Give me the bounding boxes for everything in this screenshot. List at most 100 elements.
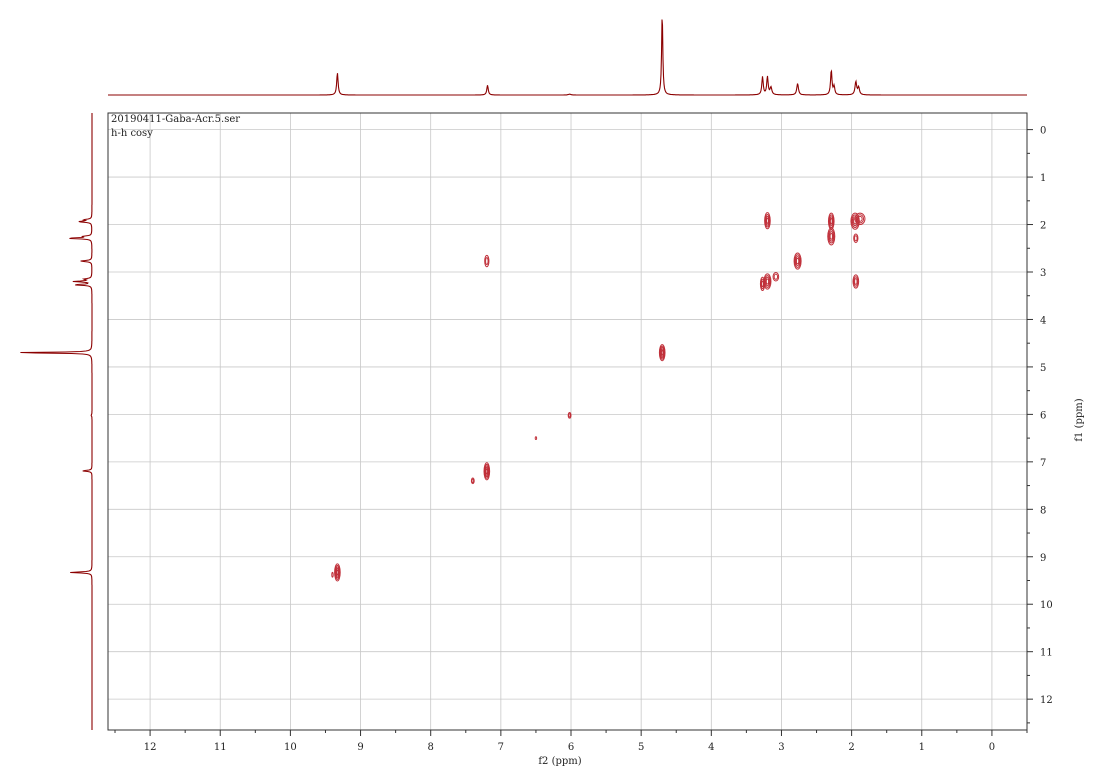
contour-level xyxy=(764,213,771,228)
plot-grid xyxy=(108,113,1027,730)
y-tick-label-2: 2 xyxy=(1040,221,1046,232)
contour-level xyxy=(772,271,780,282)
contour-level xyxy=(658,344,666,362)
contour-level xyxy=(484,465,490,478)
contour-level xyxy=(484,463,490,479)
contour-level xyxy=(485,257,489,265)
f1-projection-trace xyxy=(20,113,93,730)
contour-level xyxy=(829,233,833,240)
cross-peak-7.4-7.4 xyxy=(470,477,475,485)
cross-peak-3.2-1.92 xyxy=(764,212,771,230)
x-tick-label-7: 7 xyxy=(498,742,504,753)
contour-level xyxy=(660,348,664,357)
x-tick-label-3: 3 xyxy=(778,742,784,753)
contour-level xyxy=(773,273,779,280)
cross-peak-2.29-1.93 xyxy=(827,212,835,230)
contour-level xyxy=(854,212,866,226)
contour-level xyxy=(764,276,770,287)
contour-level xyxy=(853,276,859,287)
contour-level xyxy=(795,256,801,267)
x-tick-label-1: 1 xyxy=(919,742,925,753)
cross-peak-6.5-6.5 xyxy=(534,436,538,441)
contour-level xyxy=(568,413,571,418)
contour-level xyxy=(485,468,489,475)
contour-level xyxy=(483,462,491,481)
contour-level xyxy=(471,478,475,484)
x-tick-label-11: 11 xyxy=(214,742,227,753)
contour-level xyxy=(765,215,770,226)
experiment-filename: 20190411-Gaba-Acr.5.ser xyxy=(111,114,240,125)
x-tick-label-8: 8 xyxy=(428,742,434,753)
x-tick-label-10: 10 xyxy=(284,742,297,753)
y-tick-label-7: 7 xyxy=(1040,458,1046,469)
y-tick-label-3: 3 xyxy=(1040,268,1046,279)
cross-peak-2.29-2.25 xyxy=(827,227,836,246)
x-tick-label-6: 6 xyxy=(568,742,574,753)
y-tick-label-11: 11 xyxy=(1040,648,1053,659)
contour-level xyxy=(335,568,340,577)
cross-peak-9.33-9.33 xyxy=(334,563,341,582)
contour-level xyxy=(854,235,858,242)
x-tick-label-4: 4 xyxy=(708,742,714,753)
y-tick-label-5: 5 xyxy=(1040,363,1046,374)
cross-peak-4.7-4.7 xyxy=(658,344,666,362)
contour-level xyxy=(334,563,341,582)
contour-level xyxy=(485,466,489,476)
contour-level xyxy=(857,215,863,222)
contour-level xyxy=(336,569,339,576)
contour-level xyxy=(853,233,859,244)
cross-peak-2.77-2.77 xyxy=(793,252,802,270)
x-axis-title: f2 (ppm) xyxy=(538,756,581,767)
contour-level xyxy=(793,252,802,270)
contour-level xyxy=(659,345,666,360)
y-tick-label-0: 0 xyxy=(1040,126,1046,137)
contour-level xyxy=(484,254,490,268)
cross-peak-9.4-9.38 xyxy=(331,571,334,578)
cross-peak-3.08-3.1 xyxy=(772,271,780,282)
cross-peak-contours xyxy=(331,212,866,582)
f2-projection-spectrum xyxy=(108,19,1027,96)
cross-peak-6.02-6.02 xyxy=(567,411,572,419)
x-tick-label-2: 2 xyxy=(848,742,854,753)
cross-peak-1.88-1.88 xyxy=(854,212,866,226)
y-tick-label-8: 8 xyxy=(1040,505,1046,516)
y-axis-title: f1 (ppm) xyxy=(1074,398,1085,441)
contour-level xyxy=(765,278,770,285)
cross-peak-3.2-3.2 xyxy=(763,273,772,290)
y-tick-label-6: 6 xyxy=(1040,410,1046,421)
contour-level xyxy=(534,436,538,441)
plot-frame xyxy=(107,112,1028,731)
contour-level xyxy=(829,216,834,227)
contour-level xyxy=(763,273,772,290)
contour-level xyxy=(470,477,475,485)
contour-level xyxy=(761,280,764,288)
experiment-type: h-h cosy xyxy=(111,128,153,139)
x-tick-label-0: 0 xyxy=(989,742,995,753)
contour-level xyxy=(828,229,835,244)
y-tick-label-9: 9 xyxy=(1040,553,1046,564)
contour-level xyxy=(856,214,865,224)
f2-projection-trace xyxy=(108,19,1027,96)
contour-level xyxy=(854,278,858,285)
contour-level xyxy=(659,347,665,359)
y-tick-label-4: 4 xyxy=(1040,315,1046,326)
contour-level xyxy=(567,411,572,419)
y-tick-label-1: 1 xyxy=(1040,173,1046,184)
contour-level xyxy=(334,564,341,580)
contour-level xyxy=(331,571,334,578)
contour-level xyxy=(829,218,833,225)
x-tick-label-5: 5 xyxy=(638,742,644,753)
cross-peak-7.2-2.77 xyxy=(484,254,490,268)
contour-level xyxy=(828,231,834,242)
contour-level xyxy=(765,217,769,224)
contour-level xyxy=(852,274,860,289)
cross-peak-1.94-3.2 xyxy=(852,274,860,289)
contour-level xyxy=(827,227,836,246)
x-tick-label-12: 12 xyxy=(144,742,157,753)
contour-level xyxy=(335,566,340,579)
cross-peak-7.2-7.2 xyxy=(483,462,491,481)
contour-level xyxy=(795,257,800,265)
y-tick-label-12: 12 xyxy=(1040,695,1053,706)
